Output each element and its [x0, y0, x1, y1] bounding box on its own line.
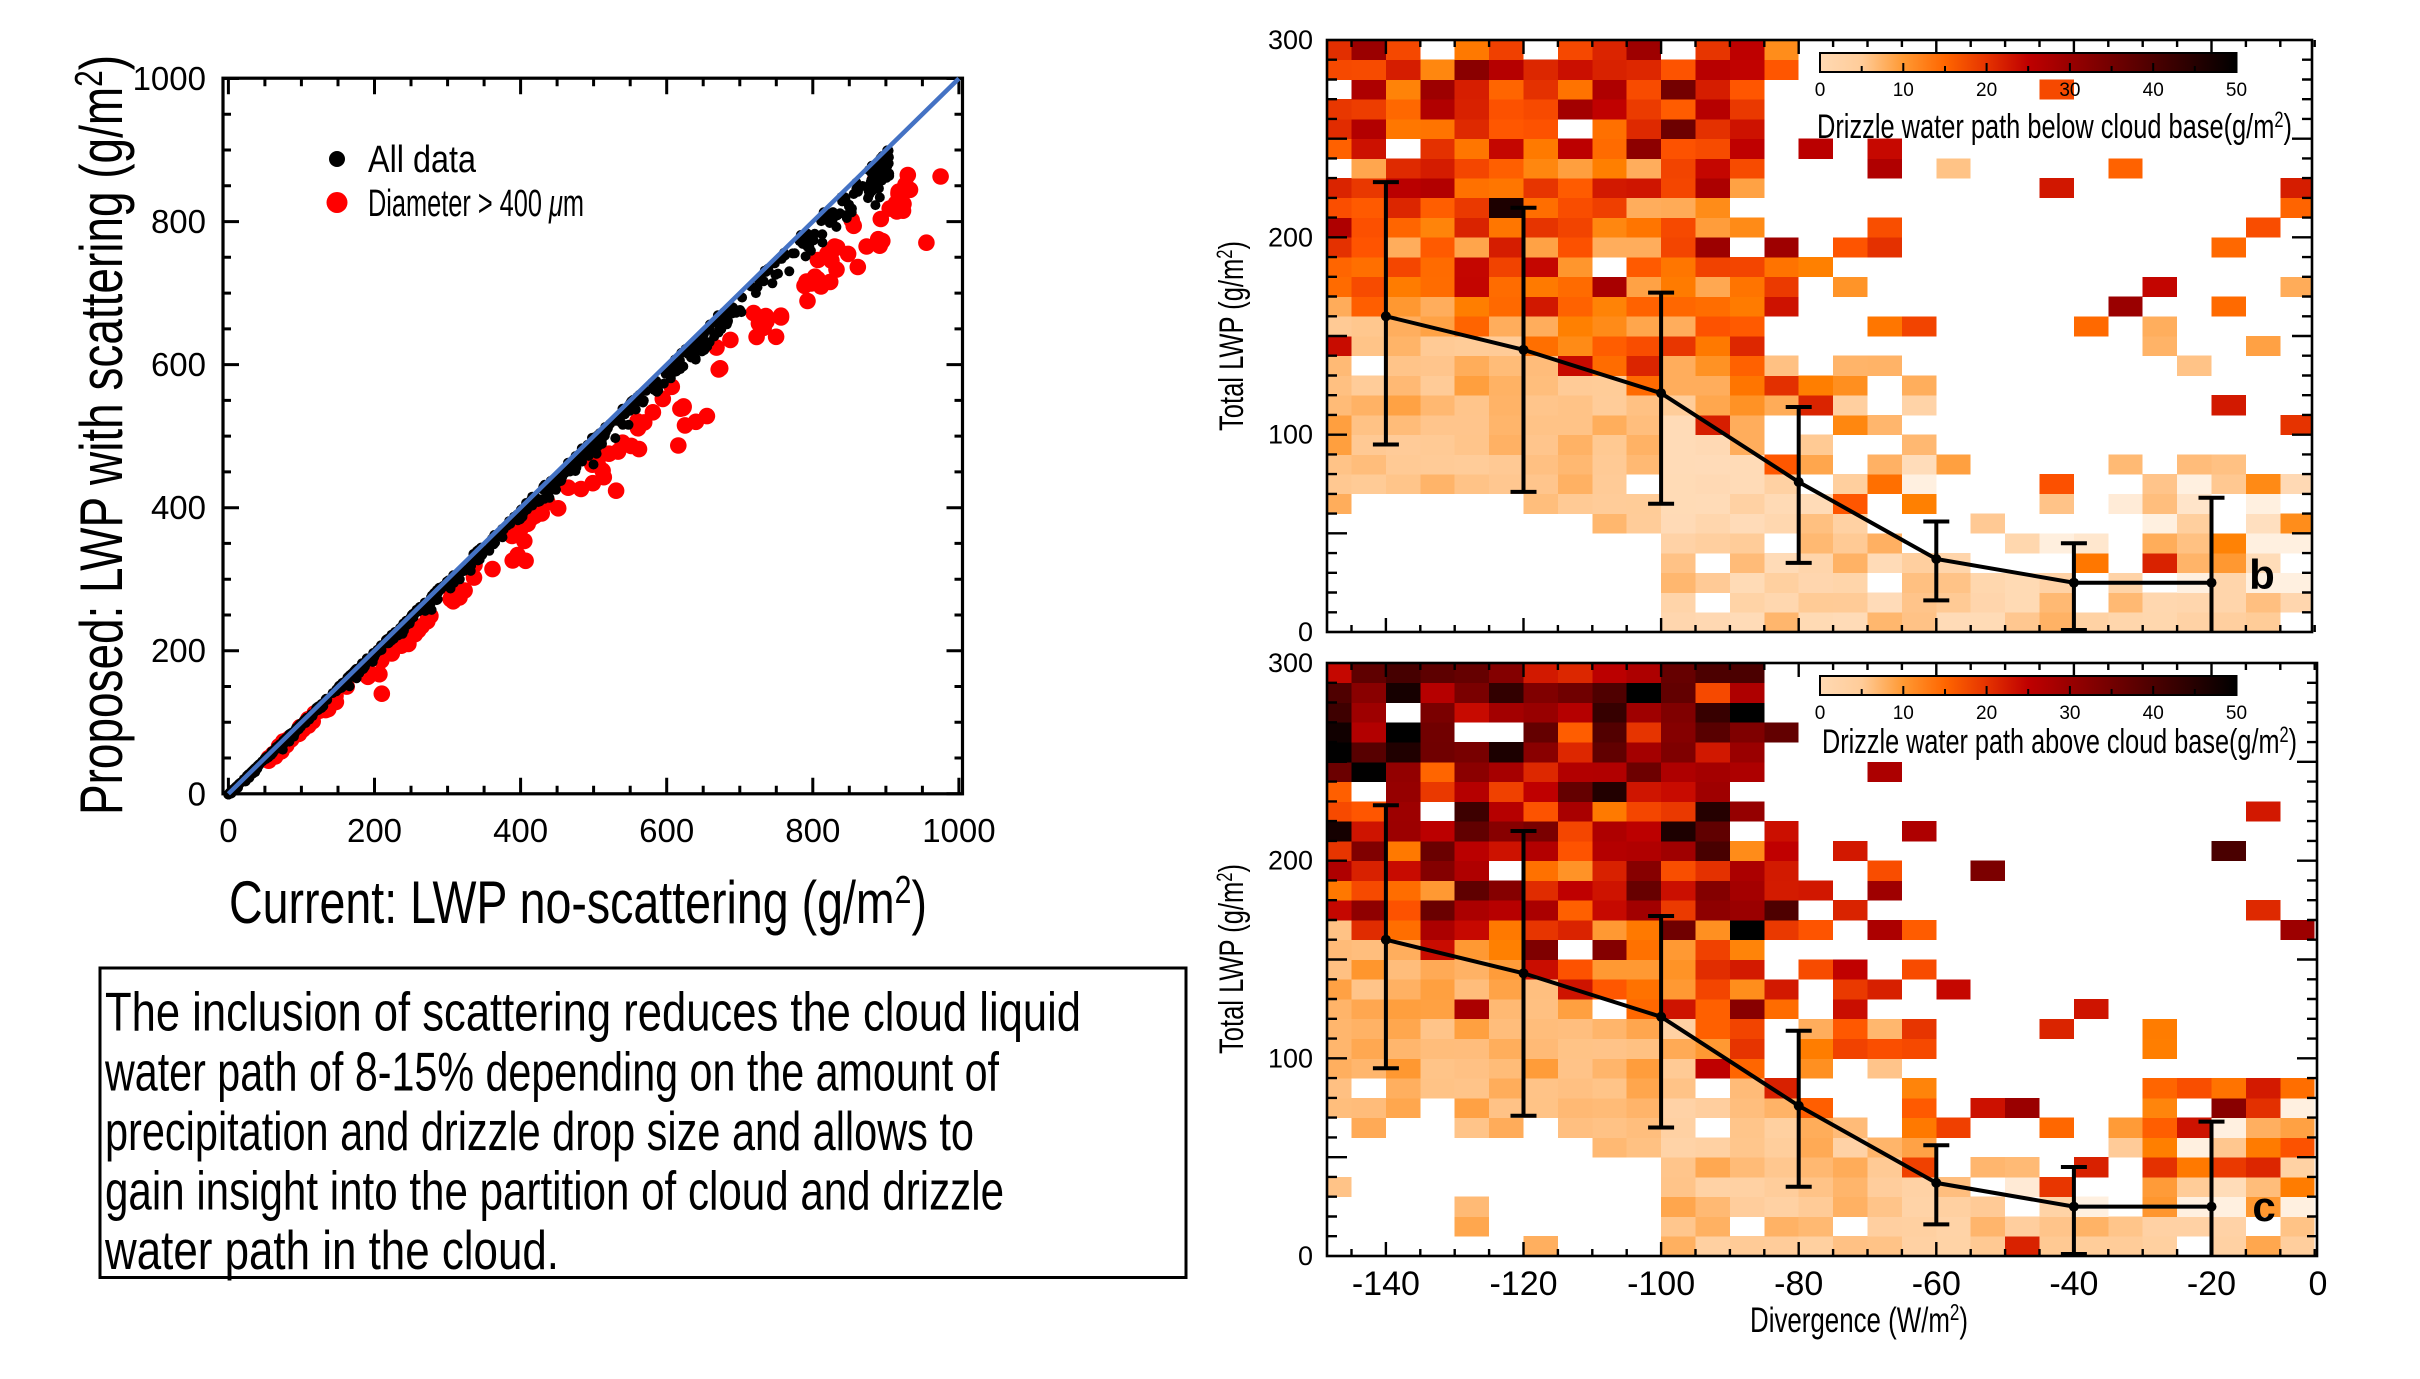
svg-text:-60: -60: [1912, 1265, 1961, 1303]
svg-text:100: 100: [1268, 420, 1313, 450]
svg-text:40: 40: [2143, 703, 2164, 724]
svg-text:50: 50: [2226, 703, 2247, 724]
svg-text:0: 0: [219, 812, 237, 849]
svg-text:0: 0: [2309, 1265, 2328, 1303]
svg-text:-80: -80: [1774, 1265, 1823, 1303]
svg-text:30: 30: [2059, 703, 2080, 724]
svg-text:200: 200: [1268, 222, 1313, 252]
svg-text:c: c: [2252, 1183, 2275, 1230]
svg-text:0: 0: [1298, 617, 1313, 647]
svg-text:-120: -120: [1489, 1265, 1557, 1303]
svg-text:300: 300: [1268, 648, 1313, 678]
svg-text:800: 800: [785, 812, 840, 849]
svg-text:Divergence (W/m2): Divergence (W/m2): [1750, 1299, 1968, 1340]
svg-text:20: 20: [1976, 80, 1997, 101]
svg-text:200: 200: [1268, 846, 1313, 876]
svg-text:20: 20: [1976, 703, 1997, 724]
svg-text:800: 800: [151, 203, 206, 240]
svg-text:gain insight into the partitio: gain insight into the partition of cloud…: [105, 1160, 1004, 1222]
svg-text:30: 30: [2059, 80, 2080, 101]
svg-text:-140: -140: [1352, 1265, 1420, 1303]
svg-text:600: 600: [151, 346, 206, 383]
svg-text:Diameter > 400 μm: Diameter > 400 μm: [368, 183, 584, 225]
svg-text:50: 50: [2226, 80, 2247, 101]
svg-text:Proposed: LWP with scattering: Proposed: LWP with scattering (g/m2): [68, 55, 135, 815]
svg-text:-20: -20: [2187, 1265, 2236, 1303]
svg-text:0: 0: [1298, 1241, 1313, 1271]
svg-text:10: 10: [1893, 80, 1914, 101]
svg-text:200: 200: [347, 812, 402, 849]
svg-text:0: 0: [1815, 703, 1826, 724]
svg-text:40: 40: [2143, 80, 2164, 101]
svg-text:10: 10: [1893, 703, 1914, 724]
svg-text:Total LWP (g/m2): Total LWP (g/m2): [1212, 241, 1251, 431]
svg-text:b: b: [2249, 551, 2275, 598]
svg-text:0: 0: [188, 775, 206, 812]
svg-text:Drizzle water path below cloud: Drizzle water path below cloud base(g/m2…: [1817, 107, 2292, 146]
svg-text:Current: LWP no-scattering (g/: Current: LWP no-scattering (g/m2): [229, 869, 927, 936]
svg-text:300: 300: [1268, 25, 1313, 55]
svg-text:200: 200: [151, 632, 206, 669]
svg-text:0: 0: [1815, 80, 1826, 101]
svg-text:-40: -40: [2049, 1265, 2098, 1303]
svg-text:400: 400: [151, 489, 206, 526]
svg-text:water path of 8-15% depending: water path of 8-15% depending on the amo…: [104, 1040, 999, 1102]
svg-text:1000: 1000: [922, 812, 995, 849]
svg-text:water path in the cloud.: water path in the cloud.: [104, 1219, 559, 1281]
svg-text:600: 600: [639, 812, 694, 849]
svg-text:All data: All data: [368, 139, 477, 181]
svg-text:1000: 1000: [133, 60, 206, 97]
svg-text:Drizzle water path above cloud: Drizzle water path above cloud base(g/m2…: [1822, 722, 2297, 761]
svg-text:100: 100: [1268, 1043, 1313, 1073]
svg-text:The inclusion of scattering re: The inclusion of scattering reduces the …: [105, 981, 1081, 1043]
svg-text:precipitation and drizzle drop: precipitation and drizzle drop size and …: [105, 1100, 974, 1162]
svg-text:Total LWP (g/m2): Total LWP (g/m2): [1212, 864, 1251, 1054]
svg-text:400: 400: [493, 812, 548, 849]
svg-text:-100: -100: [1627, 1265, 1695, 1303]
